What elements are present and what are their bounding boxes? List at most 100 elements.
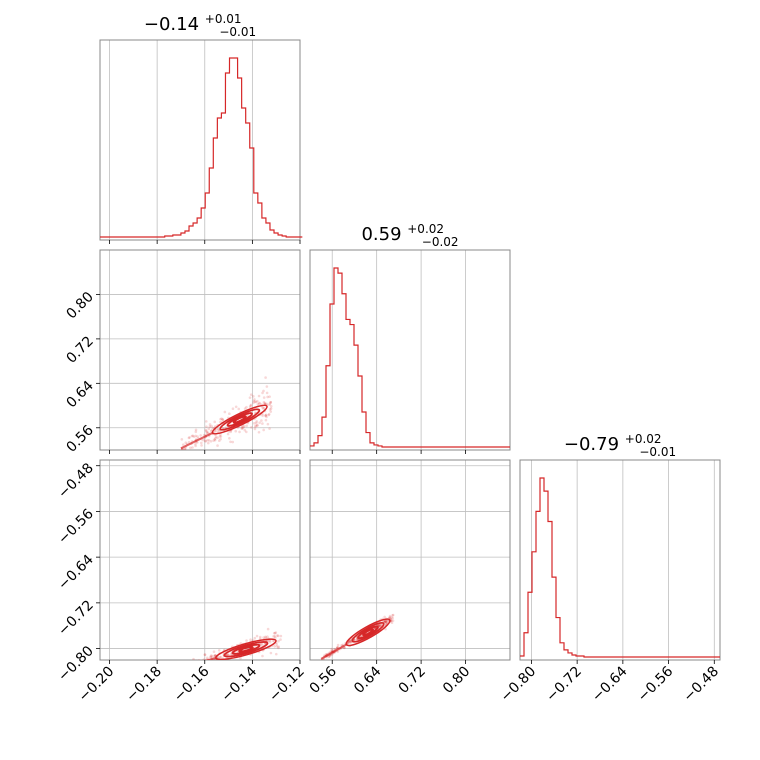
sample-point xyxy=(264,413,268,417)
sample-point xyxy=(188,436,191,439)
xtick-label-2-3: −0.56 xyxy=(635,663,677,705)
sample-point xyxy=(264,414,267,417)
title-param-1-plus: +0.02 xyxy=(407,222,444,236)
sample-point xyxy=(191,664,194,667)
sample-point xyxy=(181,452,184,455)
sample-point xyxy=(269,410,273,413)
scatter-panel-2-1-contour-1 xyxy=(351,621,385,643)
sample-point xyxy=(181,443,185,446)
sample-point xyxy=(265,391,269,395)
scatter-panel-1-0 xyxy=(99,249,301,455)
title-param-2-minus: −0.01 xyxy=(639,445,676,459)
sample-point xyxy=(391,613,395,617)
sample-point xyxy=(388,614,392,618)
sample-point xyxy=(195,663,198,666)
sample-point xyxy=(261,391,264,395)
sample-point xyxy=(260,419,263,422)
sample-point xyxy=(256,424,259,427)
sample-point xyxy=(268,639,271,643)
sample-point xyxy=(192,662,195,665)
sample-point xyxy=(268,395,271,398)
xtick-label-2-1: −0.72 xyxy=(543,664,585,706)
sample-point xyxy=(229,430,232,434)
sample-point xyxy=(242,425,245,429)
sample-point xyxy=(262,389,265,393)
sample-point xyxy=(268,403,271,407)
sample-point xyxy=(273,635,277,638)
sample-point xyxy=(258,421,261,425)
xtick-label-0-4: −0.12 xyxy=(266,664,308,706)
sample-point xyxy=(253,400,257,404)
sample-point xyxy=(184,665,187,668)
xtick-label-1-0: 0.56 xyxy=(307,663,340,696)
sample-point xyxy=(228,412,231,416)
sample-point xyxy=(181,664,184,667)
sample-point xyxy=(189,446,192,450)
sample-point xyxy=(181,667,184,670)
sample-point xyxy=(249,404,252,407)
ytick-label-2-3: −0.56 xyxy=(55,506,97,548)
sample-point xyxy=(196,662,199,665)
sample-point xyxy=(210,654,214,658)
sample-point xyxy=(385,621,388,624)
sample-point xyxy=(213,420,217,424)
sample-point xyxy=(266,627,270,631)
sample-point xyxy=(213,653,217,657)
sample-point xyxy=(209,656,212,659)
xtick-label-1-3: 0.80 xyxy=(440,664,473,697)
sample-point xyxy=(265,415,268,419)
sample-point xyxy=(207,441,210,445)
title-param-2-plus: +0.02 xyxy=(625,432,662,446)
sample-point xyxy=(245,659,247,660)
sample-point xyxy=(214,435,218,439)
sample-point xyxy=(205,431,209,435)
sample-point xyxy=(252,401,255,405)
sample-point xyxy=(383,615,386,619)
sample-point xyxy=(255,634,259,638)
sample-point xyxy=(275,643,278,646)
sample-point xyxy=(199,434,202,437)
sample-point xyxy=(201,438,205,442)
sample-point xyxy=(388,616,392,619)
sample-point xyxy=(252,399,256,403)
xtick-label-1-2: 0.72 xyxy=(396,664,429,697)
sample-point xyxy=(221,418,225,422)
sample-point xyxy=(193,663,196,666)
scatter-panel-2-0-ridge xyxy=(205,656,217,660)
scatter-panel-2-0-contour-1 xyxy=(223,641,269,658)
sample-point xyxy=(391,619,395,623)
sample-point xyxy=(276,634,280,638)
sample-point xyxy=(254,425,257,428)
sample-point xyxy=(378,624,382,628)
sample-point xyxy=(187,666,190,669)
sample-point xyxy=(200,444,203,447)
sample-point xyxy=(238,430,241,434)
sample-point xyxy=(217,428,220,432)
sample-point xyxy=(384,620,388,624)
sample-point xyxy=(261,406,264,409)
sample-point xyxy=(264,414,267,418)
sample-point xyxy=(383,620,387,623)
panels-group: −0.20 −0.18 −0.16 −0.14 −0.120.56 0.64 0.72 0.8… xyxy=(55,39,722,706)
sample-point xyxy=(257,430,261,434)
sample-point xyxy=(209,655,212,659)
sample-point xyxy=(242,424,246,428)
sample-point xyxy=(208,423,212,426)
sample-point xyxy=(348,640,351,644)
sample-point xyxy=(349,641,352,644)
sample-point xyxy=(195,660,198,663)
sample-point xyxy=(391,616,394,620)
sample-point xyxy=(206,431,210,434)
sample-point xyxy=(386,619,389,623)
sample-point xyxy=(226,653,229,656)
sample-point xyxy=(262,400,266,404)
sample-point xyxy=(271,639,275,642)
sample-point xyxy=(210,424,213,428)
sample-point xyxy=(255,420,259,423)
sample-point xyxy=(327,655,331,658)
sample-point xyxy=(184,441,188,445)
sample-point xyxy=(261,654,264,658)
sample-point xyxy=(214,437,217,440)
sample-point xyxy=(206,438,209,442)
